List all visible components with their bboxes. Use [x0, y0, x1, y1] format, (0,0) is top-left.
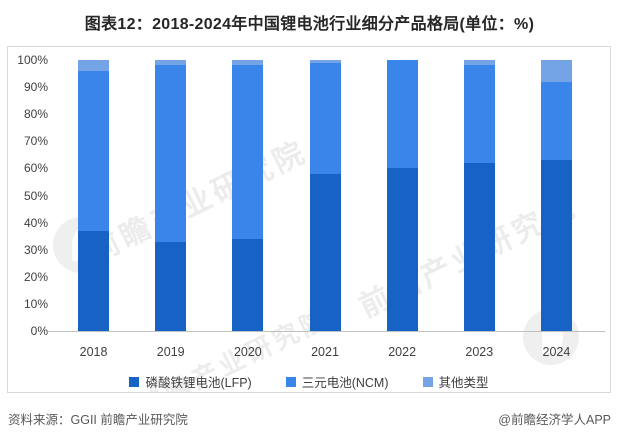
x-tick-label: 2022: [388, 345, 417, 359]
y-tick-label: 30%: [23, 242, 48, 257]
bar-segment-2020: [232, 238, 264, 331]
x-tick-label: 2019: [156, 345, 185, 359]
y-tick-label: 60%: [23, 161, 48, 176]
bar-2023: [463, 60, 495, 331]
y-tick-label: 50%: [23, 188, 48, 203]
x-axis-line: [48, 331, 605, 332]
bar-segment-2024: [540, 160, 572, 331]
bar-segment-2024: [540, 60, 572, 82]
legend-label: 磷酸铁锂电池(LFP): [145, 376, 252, 390]
legend: 磷酸铁锂电池(LFP) 三元电池(NCM) 其他类型: [8, 372, 610, 391]
bar-segment-2021: [309, 62, 341, 174]
bar-segment-2024: [540, 81, 572, 161]
bar-segment-2023: [463, 60, 495, 66]
bar-segment-2021: [309, 173, 341, 331]
plot-area: [55, 60, 595, 331]
bar-segment-2022: [386, 60, 418, 169]
bar-segment-2023: [463, 162, 495, 331]
footer: 资料来源：GGII 前瞻产业研究院 @前瞻经济学人APP: [8, 409, 611, 428]
legend-swatch-icon: [422, 376, 433, 387]
credit-text: @前瞻经济学人APP: [498, 413, 611, 427]
x-tick-label: 2020: [233, 345, 262, 359]
bar-segment-2019: [155, 65, 187, 242]
x-tick-label: 2023: [465, 345, 494, 359]
bar-segment-2020: [232, 65, 264, 239]
bar-segment-2018: [78, 60, 110, 71]
y-tick-label: 10%: [23, 296, 48, 311]
bar-segment-2022: [386, 168, 418, 331]
y-tick-label: 20%: [23, 269, 48, 284]
x-tick-label: 2018: [79, 345, 108, 359]
bar-2020: [232, 60, 264, 331]
legend-swatch-icon: [285, 376, 296, 387]
bar-segment-2019: [155, 241, 187, 331]
source-text: 资料来源：GGII 前瞻产业研究院: [8, 413, 188, 427]
legend-label: 其他类型: [438, 376, 489, 390]
legend-item: 三元电池(NCM): [285, 372, 389, 391]
bar-segment-2021: [309, 60, 341, 63]
chart-container: 前瞻产业研究院 前瞻产业研究院 前瞻产业研究院 0%10%20%30%40%50…: [7, 46, 611, 393]
bar-segment-2018: [78, 230, 110, 331]
legend-item: 磷酸铁锂电池(LFP): [129, 372, 252, 391]
legend-item: 其他类型: [422, 372, 489, 391]
y-tick-label: 100%: [17, 53, 48, 67]
y-tick-label: 40%: [23, 215, 48, 230]
x-tick-label: 2024: [542, 345, 571, 359]
bar-2024: [540, 60, 572, 331]
bar-segment-2018: [78, 70, 110, 231]
bar-2022: [386, 60, 418, 331]
y-tick-label: 0%: [30, 324, 48, 338]
x-tick-label: 2021: [311, 345, 339, 359]
legend-swatch-icon: [129, 376, 140, 387]
bar-segment-2020: [232, 60, 264, 66]
bar-segment-2023: [463, 65, 495, 163]
bar-2021: [309, 60, 341, 331]
legend-label: 三元电池(NCM): [301, 376, 389, 390]
bar-2018: [78, 60, 110, 331]
bar-2019: [155, 60, 187, 331]
bar-segment-2019: [155, 60, 187, 66]
y-tick-label: 70%: [23, 134, 48, 149]
chart-title: 图表12：2018-2024年中国锂电池行业细分产品格局(单位：%): [84, 16, 535, 33]
y-tick-label: 90%: [23, 80, 48, 95]
y-tick-label: 80%: [23, 107, 48, 122]
